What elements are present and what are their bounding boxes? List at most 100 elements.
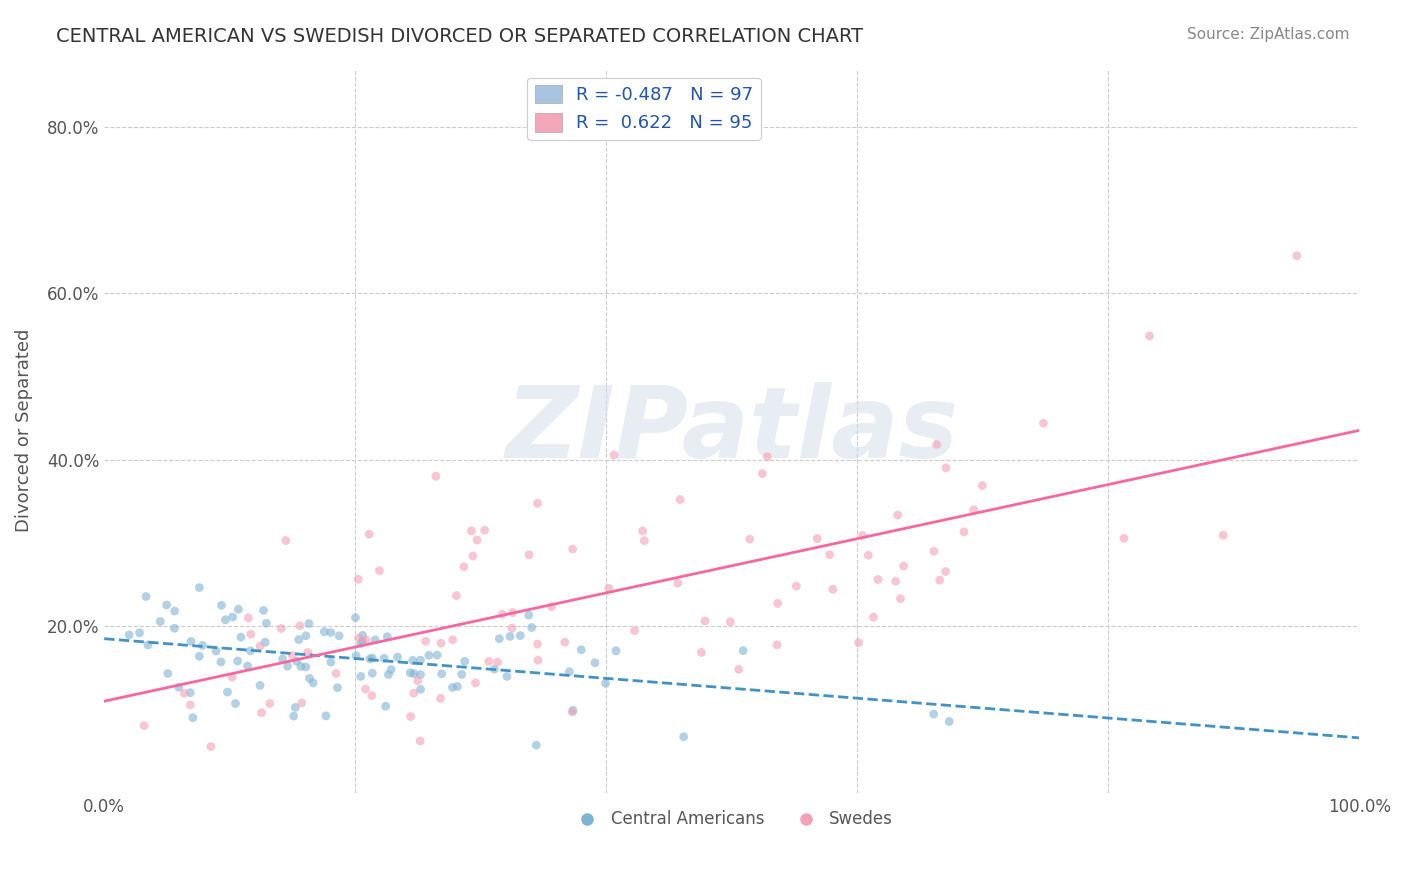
- Point: [375, 630, 398, 644]
- Point: [430, 666, 453, 681]
- Point: [359, 527, 381, 541]
- Point: [200, 739, 222, 754]
- Point: [669, 492, 692, 507]
- Point: [191, 639, 214, 653]
- Point: [1212, 528, 1234, 542]
- Point: [928, 573, 950, 587]
- Point: [344, 648, 367, 663]
- Point: [623, 624, 645, 638]
- Point: [858, 549, 880, 563]
- Point: [893, 559, 915, 574]
- Point: [250, 706, 273, 720]
- Point: [524, 738, 547, 752]
- Point: [252, 603, 274, 617]
- Point: [291, 696, 314, 710]
- Point: [1032, 416, 1054, 430]
- Point: [561, 703, 583, 717]
- Point: [380, 663, 402, 677]
- Point: [517, 548, 540, 562]
- Point: [631, 524, 654, 538]
- Point: [465, 533, 488, 547]
- Point: [666, 576, 689, 591]
- Point: [239, 644, 262, 658]
- Point: [851, 528, 873, 542]
- Point: [409, 682, 432, 697]
- Point: [361, 651, 384, 665]
- Point: [1285, 249, 1308, 263]
- Point: [430, 636, 453, 650]
- Point: [163, 621, 186, 635]
- Point: [733, 643, 755, 657]
- Point: [226, 654, 249, 668]
- Point: [935, 461, 957, 475]
- Point: [368, 564, 391, 578]
- Point: [972, 478, 994, 492]
- Point: [446, 589, 468, 603]
- Point: [766, 597, 789, 611]
- Point: [259, 697, 281, 711]
- Point: [298, 672, 321, 686]
- Point: [821, 582, 844, 597]
- Point: [136, 638, 159, 652]
- Point: [526, 637, 548, 651]
- Point: [806, 532, 828, 546]
- Point: [283, 709, 305, 723]
- Point: [478, 655, 501, 669]
- Point: [217, 685, 239, 699]
- Point: [285, 654, 308, 668]
- Point: [352, 628, 374, 642]
- Point: [361, 666, 384, 681]
- Point: [886, 508, 908, 522]
- Point: [491, 607, 513, 622]
- Point: [441, 681, 464, 695]
- Point: [163, 604, 186, 618]
- Point: [848, 636, 870, 650]
- Point: [205, 644, 228, 658]
- Text: Source: ZipAtlas.com: Source: ZipAtlas.com: [1187, 27, 1350, 42]
- Point: [254, 616, 277, 631]
- Legend: Central Americans, Swedes: Central Americans, Swedes: [564, 804, 900, 835]
- Point: [738, 532, 761, 546]
- Point: [179, 686, 201, 700]
- Point: [785, 579, 807, 593]
- Point: [128, 625, 150, 640]
- Point: [254, 635, 277, 649]
- Point: [314, 624, 336, 639]
- Point: [672, 730, 695, 744]
- Point: [502, 606, 524, 620]
- Point: [925, 437, 948, 451]
- Point: [118, 628, 141, 642]
- Point: [347, 631, 370, 645]
- Point: [239, 627, 262, 641]
- Point: [132, 718, 155, 732]
- Point: [583, 656, 606, 670]
- Point: [595, 676, 617, 690]
- Point: [181, 711, 204, 725]
- Point: [221, 670, 243, 684]
- Point: [270, 622, 292, 636]
- Point: [690, 645, 713, 659]
- Point: [499, 629, 522, 643]
- Point: [756, 450, 779, 464]
- Point: [402, 686, 425, 700]
- Point: [249, 678, 271, 692]
- Point: [249, 639, 271, 653]
- Point: [501, 621, 523, 635]
- Point: [862, 610, 884, 624]
- Point: [377, 667, 399, 681]
- Point: [173, 686, 195, 700]
- Point: [486, 655, 509, 669]
- Point: [409, 653, 432, 667]
- Point: [953, 524, 976, 539]
- Point: [429, 691, 451, 706]
- Point: [297, 646, 319, 660]
- Point: [517, 608, 540, 623]
- Point: [295, 629, 318, 643]
- Point: [228, 602, 250, 616]
- Point: [558, 665, 581, 679]
- Point: [298, 616, 321, 631]
- Point: [287, 632, 309, 647]
- Point: [415, 634, 437, 648]
- Point: [409, 734, 432, 748]
- Point: [409, 667, 432, 681]
